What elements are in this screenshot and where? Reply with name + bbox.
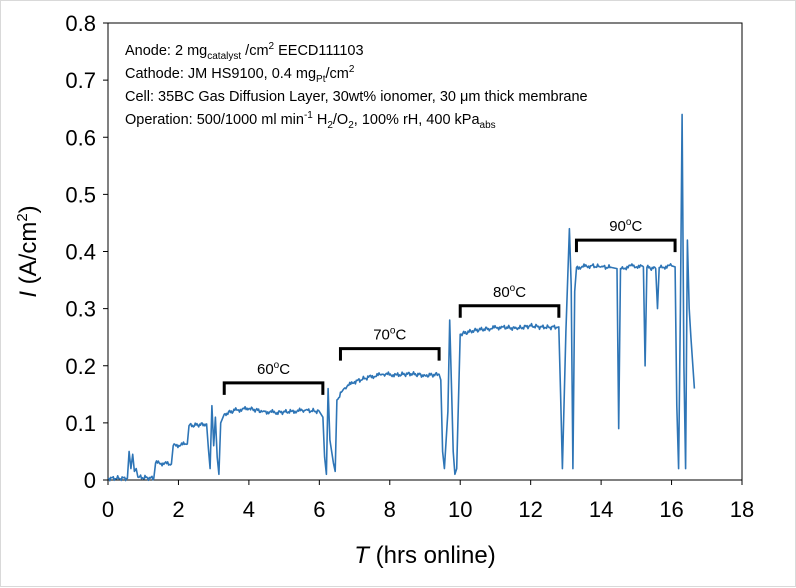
annotation-line: Cell: 35BC Gas Diffusion Layer, 30wt% io… (125, 89, 588, 105)
y-axis-ticks: 0 0.1 0.2 0.3 0.4 0.5 0.6 0.7 0.8 (65, 11, 108, 493)
x-tick-label: 8 (384, 497, 396, 522)
y-tick-label: 0.6 (65, 125, 96, 150)
x-tick-label: 0 (102, 497, 114, 522)
y-tick-label: 0.1 (65, 411, 96, 436)
annotation-line: Anode: 2 mgcatalyst /cm2 EECD111103 (125, 41, 364, 62)
y-axis-title: I (A/cm2) (14, 205, 42, 297)
temperature-bracket (222, 381, 325, 395)
x-axis-title: T (hrs online) (354, 542, 495, 569)
current-density-series-line (107, 113, 696, 482)
x-tick-label: 18 (730, 497, 754, 522)
temperature-label: 70oC (373, 326, 406, 344)
x-tick-label: 16 (659, 497, 683, 522)
annotation-line: Cathode: JM HS9100, 0.4 mgPt/cm2 (125, 64, 355, 85)
y-tick-label: 0.7 (65, 68, 96, 93)
y-tick-label: 0.8 (65, 11, 96, 36)
temperature-bracket (338, 347, 441, 361)
y-tick-label: 0.2 (65, 354, 96, 379)
x-tick-label: 4 (243, 497, 255, 522)
y-tick-label: 0.5 (65, 182, 96, 207)
x-tick-label: 10 (448, 497, 472, 522)
x-tick-label: 6 (313, 497, 325, 522)
temperature-label: 90oC (609, 217, 642, 235)
x-axis-ticks: 0 2 4 6 8 10 12 14 16 18 (102, 480, 754, 522)
x-tick-label: 2 (172, 497, 184, 522)
temperature-brackets: 60oC 70oC 80oC 90oC (222, 217, 677, 395)
temperature-label: 60oC (257, 360, 290, 378)
temperature-label: 80oC (493, 283, 526, 301)
y-tick-label: 0.4 (65, 240, 96, 265)
y-tick-label: 0 (84, 468, 96, 493)
series-group (107, 113, 696, 482)
operating-conditions-annotation: Anode: 2 mgcatalyst /cm2 EECD111103Catho… (125, 41, 588, 131)
temperature-bracket (458, 304, 561, 318)
annotation-line: Operation: 500/1000 ml min-1 H2/O2, 100%… (125, 110, 496, 131)
x-tick-label: 12 (518, 497, 542, 522)
x-tick-label: 14 (589, 497, 613, 522)
y-tick-label: 0.3 (65, 297, 96, 322)
temperature-bracket (574, 238, 677, 253)
